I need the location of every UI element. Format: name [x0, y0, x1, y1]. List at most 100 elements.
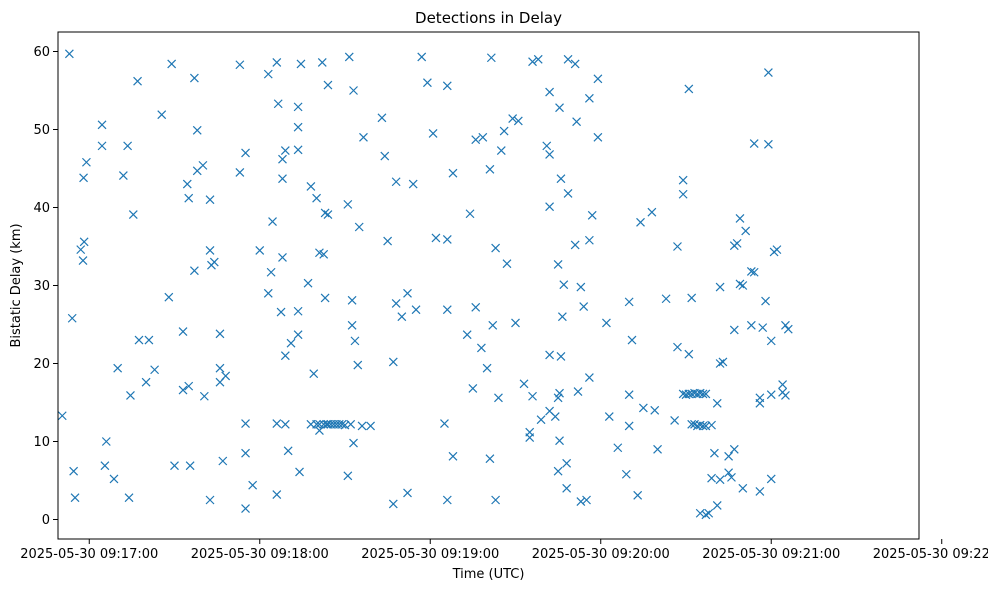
data-point: [343, 471, 353, 481]
data-point: [337, 419, 347, 429]
data-point: [442, 81, 452, 91]
data-point: [118, 171, 128, 180]
data-point: [100, 461, 110, 471]
y-tick-label: 60: [33, 45, 50, 60]
data-point: [273, 99, 283, 109]
data-point: [198, 160, 208, 170]
data-point: [749, 139, 759, 148]
data-point: [315, 426, 324, 436]
x-tick-label: 2025-05-30 09:22:00: [873, 547, 988, 562]
data-point: [766, 336, 776, 346]
data-point: [562, 458, 572, 468]
data-point: [442, 235, 452, 244]
data-point: [319, 419, 329, 429]
data-point: [704, 508, 714, 518]
data-point: [698, 389, 708, 399]
data-point: [411, 305, 421, 315]
data-point: [536, 415, 546, 425]
data-point: [417, 52, 427, 62]
data-point: [471, 302, 481, 312]
data-points: [57, 49, 793, 520]
data-point: [366, 421, 375, 431]
data-point: [428, 128, 438, 138]
data-point: [323, 210, 333, 219]
data-point: [97, 141, 107, 151]
data-point: [205, 195, 215, 205]
data-point: [772, 245, 782, 255]
data-point: [729, 325, 739, 335]
x-axis-ticks: 2025-05-30 09:17:00 2025-05-30 09:18:00 20…: [20, 539, 988, 562]
data-point: [555, 388, 564, 398]
data-point: [388, 357, 398, 367]
data-point: [563, 54, 573, 64]
data-point: [462, 330, 472, 340]
data-point: [582, 495, 591, 505]
data-point: [235, 60, 245, 70]
data-point: [727, 472, 736, 482]
data-point: [563, 189, 573, 198]
data-point: [528, 57, 537, 67]
data-point: [235, 167, 245, 177]
data-point: [303, 278, 313, 288]
y-tick-label: 50: [33, 123, 50, 138]
data-point: [553, 260, 563, 269]
data-point: [647, 207, 657, 217]
data-point: [624, 421, 634, 431]
data-point: [673, 342, 682, 352]
data-point: [263, 69, 273, 79]
data-point: [624, 297, 634, 307]
y-tick-label: 10: [33, 435, 50, 450]
data-point: [354, 222, 364, 232]
data-point: [448, 451, 458, 461]
data-point: [170, 461, 179, 471]
y-tick-label: 30: [33, 279, 50, 294]
data-point: [718, 357, 728, 367]
data-point: [347, 320, 357, 330]
data-point: [296, 59, 306, 69]
data-point: [724, 451, 734, 461]
data-point: [315, 419, 324, 429]
data-point: [64, 49, 74, 59]
data-point: [476, 343, 486, 353]
data-point: [678, 189, 688, 199]
data-point: [343, 199, 353, 209]
data-point: [593, 74, 603, 84]
data-point: [584, 373, 594, 382]
data-point: [482, 363, 492, 373]
data-point: [185, 461, 195, 471]
data-point: [403, 288, 412, 298]
data-point: [157, 110, 167, 120]
data-point: [101, 437, 111, 446]
data-point: [650, 405, 660, 415]
y-tick-label: 0: [42, 513, 50, 528]
data-point: [557, 312, 567, 322]
data-point: [268, 217, 277, 226]
data-point: [783, 324, 793, 334]
data-point: [293, 145, 303, 155]
data-point: [584, 235, 594, 245]
data-point: [763, 68, 773, 77]
data-point: [215, 329, 225, 339]
data-point: [440, 419, 449, 428]
data-point: [746, 320, 756, 330]
y-axis-ticks: 0 10 20 30 40 50 60: [33, 45, 58, 528]
x-tick-label: 2025-05-30 09:19:00: [361, 547, 499, 562]
data-point: [570, 240, 580, 250]
data-point: [109, 474, 119, 484]
data-point: [738, 483, 748, 493]
data-point: [555, 103, 564, 113]
data-point: [276, 307, 286, 317]
data-point: [164, 292, 174, 302]
data-point: [391, 177, 401, 187]
data-point: [724, 468, 734, 478]
data-point: [542, 141, 552, 151]
data-point: [317, 57, 327, 67]
data-point: [624, 390, 634, 400]
data-point: [167, 59, 177, 69]
data-point: [661, 294, 671, 304]
data-point: [545, 87, 555, 97]
data-point: [494, 393, 503, 403]
data-point: [584, 93, 594, 103]
data-point: [408, 179, 418, 189]
data-point: [184, 193, 194, 203]
